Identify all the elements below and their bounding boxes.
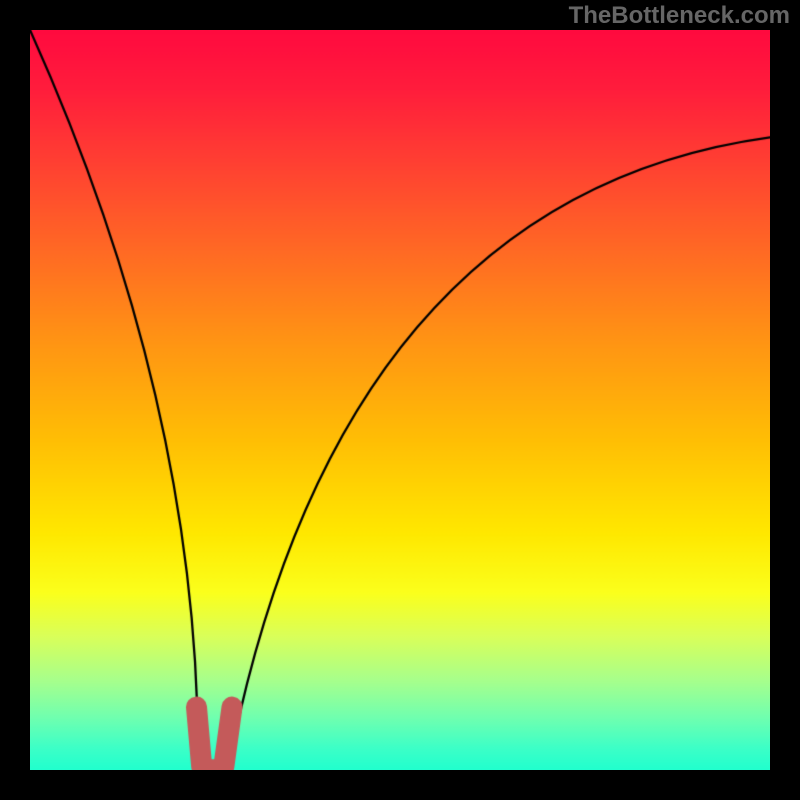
chart-canvas <box>30 30 770 770</box>
chart-frame: TheBottleneck.com <box>0 0 800 800</box>
plot-area <box>30 30 770 770</box>
watermark-text: TheBottleneck.com <box>569 2 790 30</box>
